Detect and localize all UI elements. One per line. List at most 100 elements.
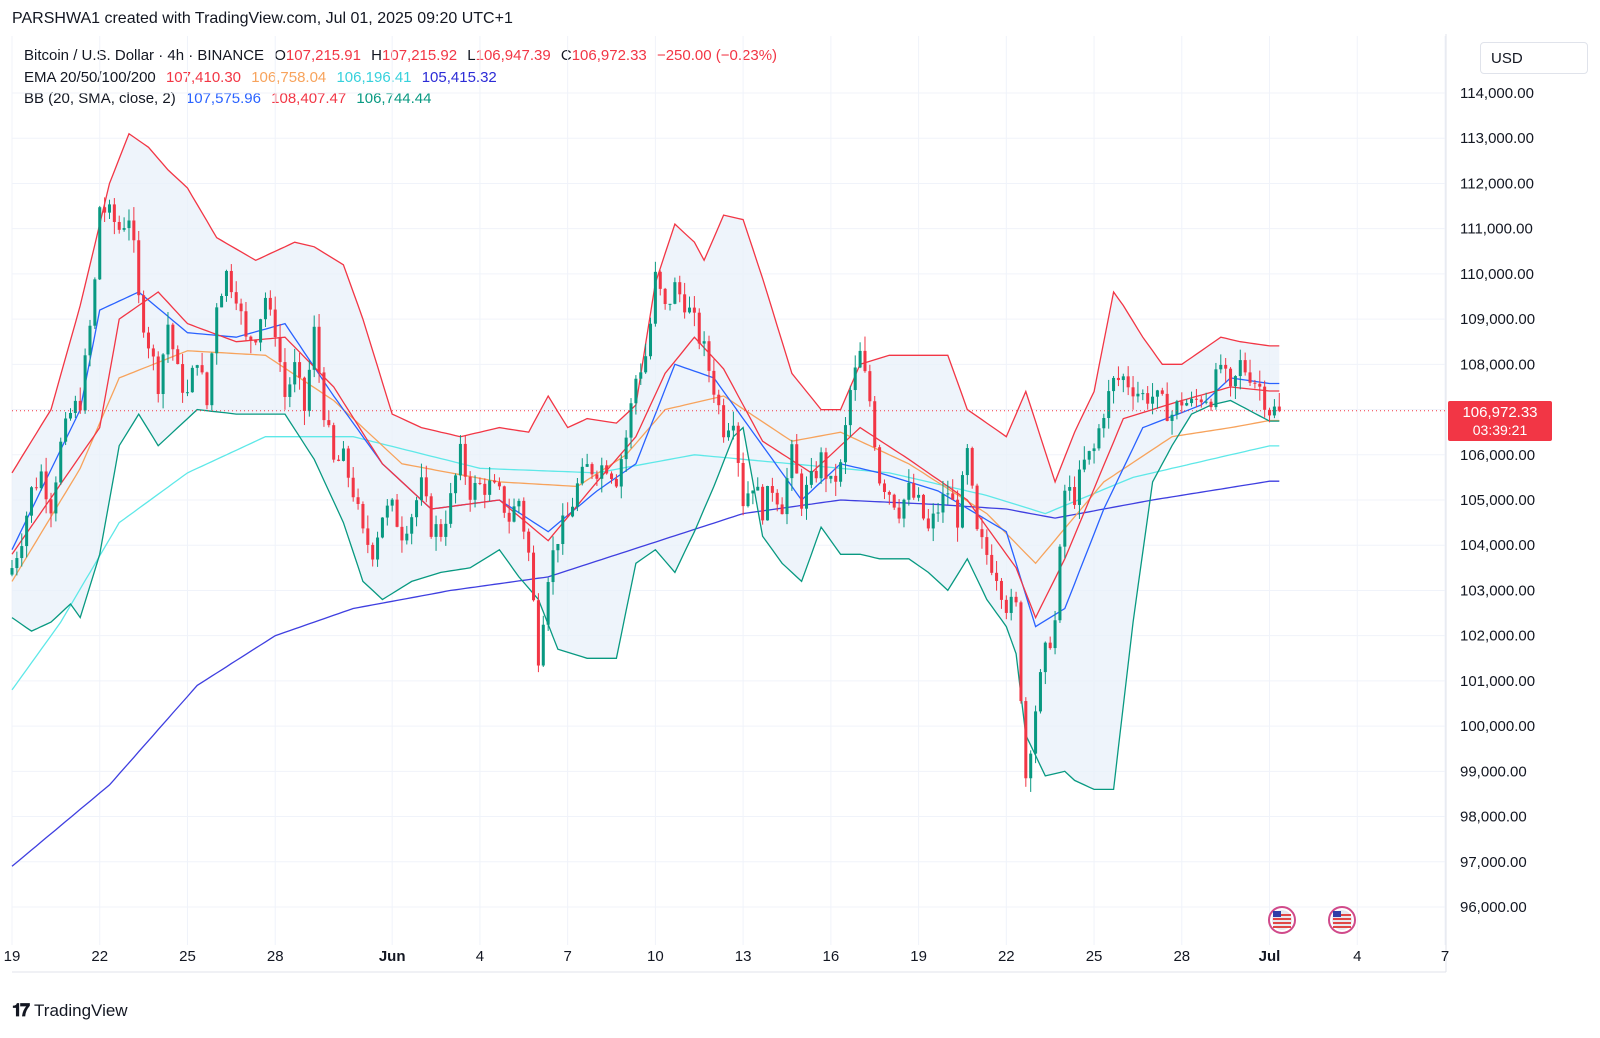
candle-body [527,531,531,553]
candle-body [254,340,258,343]
candle-body [322,372,326,421]
candle-body [1038,672,1042,712]
candle-body [931,513,935,529]
chart-grid [11,36,1446,945]
candle-body [624,437,628,460]
candle-body [1146,393,1150,404]
candle-body [1194,398,1198,400]
candle-body [970,448,974,486]
candle-body [346,448,350,478]
candle-body [678,282,682,295]
candle-body [751,490,755,494]
x-tick-label: 16 [823,948,840,965]
candle-body [410,517,414,534]
price-axis: 114,000.00 113,000.00 112,000.00 111,000.00… [12,34,1535,973]
us-flag-stripe [1273,926,1291,928]
candle-body [293,362,297,385]
candle-body [488,480,492,495]
candle-body [839,462,843,482]
candle-body [926,518,930,529]
candle-body [795,444,799,474]
ema100-value: 106,196.41 [336,68,412,86]
candle-body [702,341,706,344]
candle-body [965,448,969,476]
candle-body [185,392,189,394]
candle-body [610,473,614,479]
candle-body [761,486,765,521]
candle-body [25,515,29,547]
candle-body [580,466,584,484]
x-tick-label: 25 [179,948,196,965]
candle-body [853,367,857,391]
candle-body [960,475,964,528]
legend-ema-row[interactable]: EMA 20/50/100/200 107,410.30 106,758.04 … [24,67,783,89]
candle-body [985,537,989,555]
candle-body [1058,546,1062,621]
candle-body [337,459,341,461]
candle-body [112,204,116,222]
candle-body [366,528,370,545]
candle-body [512,506,516,522]
candle-body [39,471,43,489]
candle-body [493,480,497,483]
candle-body [434,524,438,537]
candle-body [532,552,536,601]
candle-body [68,412,73,419]
candle-body [902,499,906,519]
candle-body [400,526,404,541]
candle-body [595,474,599,479]
candle-body [205,372,209,406]
candle-body [132,220,136,241]
series-line-ema-50 [11,350,1280,582]
candle-body [917,494,921,498]
candle-body [834,475,838,482]
candle-body [327,420,331,426]
candle-body [936,512,940,514]
candle-body [351,477,355,498]
ohlc-close: C106,972.33 [560,47,647,64]
y-tick-label: 98,000.00 [1460,809,1527,826]
candle-body [1068,487,1072,491]
legend-bb-row[interactable]: BB (20, SMA, close, 2) 107,575.96 108,40… [24,88,783,110]
candle-body [161,354,165,395]
candle-body [1233,376,1237,387]
price-tag: 106,972.33 03:39:21 [1448,401,1552,441]
candle-body [200,365,204,373]
candle-body [829,475,833,479]
y-tick-label: 101,000.00 [1460,673,1535,690]
currency-selector[interactable]: USD [1480,42,1588,74]
candle-body [741,462,745,507]
candle-body [195,365,199,368]
candle-body [809,470,813,485]
candle-body [156,356,160,395]
us-flag-stripe [1333,918,1351,920]
candle-body [1092,448,1096,452]
candle-body [765,486,770,521]
ohlc-open: O107,215.91 [274,47,361,64]
y-tick-label: 113,000.00 [1460,130,1534,147]
candle-body [882,483,886,492]
candle-body [814,470,818,479]
candle-body [117,221,121,230]
ema200-value: 105,415.32 [421,68,497,86]
us-flag-stripe [1333,914,1351,916]
candle-body [20,546,24,559]
candle-body [54,482,58,514]
candle-body [298,362,302,378]
us-flag-disc [1332,910,1352,930]
us-flag-disc [1272,910,1292,930]
candle-body [171,324,175,350]
y-tick-label: 102,000.00 [1460,628,1535,645]
candle-body [1268,409,1272,416]
symbol-title[interactable]: Bitcoin / U.S. Dollar · 4h · BINANCE [24,47,265,64]
candle-body [444,523,448,537]
x-tick-label: 19 [910,948,927,965]
tradingview-brand[interactable]: 𝟏𝟕 TradingView [12,1000,128,1021]
candle-body [302,377,306,411]
candle-body [990,554,994,573]
us-flag-stripe [1273,922,1291,924]
candle-body [176,349,180,365]
candle-body [1082,459,1086,470]
